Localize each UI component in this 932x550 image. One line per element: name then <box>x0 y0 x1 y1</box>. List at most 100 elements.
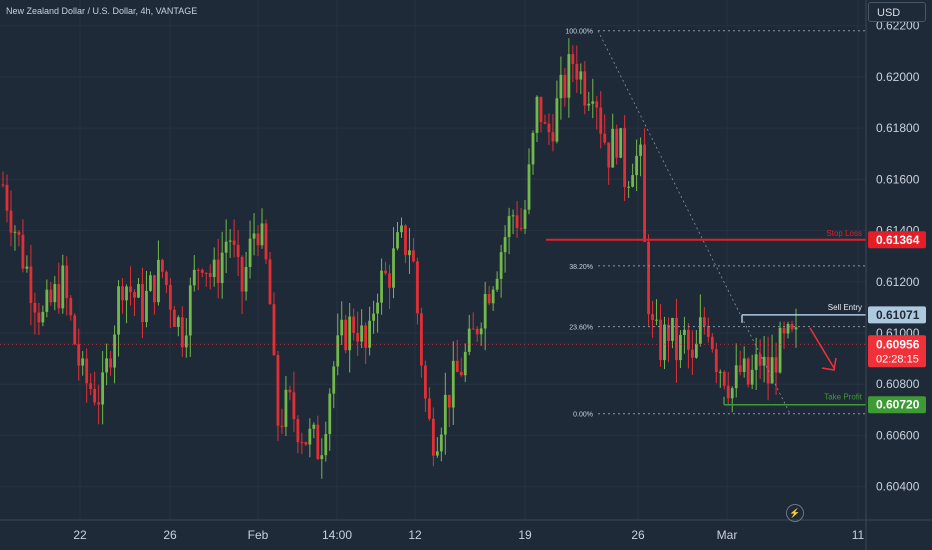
candle-body <box>710 336 714 350</box>
candle-body <box>416 261 419 314</box>
candle-body <box>507 216 511 238</box>
candle-body <box>348 316 352 351</box>
fib-level-label: 23.60% <box>569 325 593 332</box>
candle-body <box>519 227 523 229</box>
candle-body <box>25 266 29 269</box>
candle-body <box>714 349 718 373</box>
stop-loss-text: Stop Loss <box>826 229 862 238</box>
candle-body <box>288 389 292 393</box>
candle-body <box>643 144 646 242</box>
x-tick-label: 14:00 <box>322 528 352 542</box>
candle-body <box>13 231 17 233</box>
candle-body <box>563 74 567 98</box>
currency-button[interactable]: USD <box>868 2 926 22</box>
candle-body <box>567 54 571 98</box>
candle-body <box>551 132 555 142</box>
candle-body <box>85 358 89 384</box>
candle-body <box>276 355 280 426</box>
candle-body <box>372 313 375 321</box>
candle-body <box>101 372 105 405</box>
candle-body <box>706 325 710 337</box>
candle-body <box>157 259 160 303</box>
y-tick-label: 0.61200 <box>876 275 920 289</box>
candle-body <box>256 233 260 246</box>
candle-body <box>770 357 774 384</box>
candle-body <box>467 328 471 352</box>
candle-body <box>726 385 730 399</box>
candle-body <box>627 186 631 188</box>
candle-body <box>396 232 399 249</box>
candle-body <box>746 358 750 385</box>
stop-loss-price: 0.61364 <box>876 233 920 247</box>
candle-body <box>49 289 53 303</box>
candle-body <box>5 184 9 211</box>
candle-body <box>172 309 176 327</box>
x-tick-label: 26 <box>631 528 645 542</box>
candle-body <box>356 332 360 342</box>
candle-body <box>41 311 45 323</box>
candle-body <box>332 366 336 394</box>
lightning-icon[interactable]: ⚡ <box>786 504 804 522</box>
candle-body <box>9 210 13 233</box>
candle-body <box>547 123 551 133</box>
candle-body <box>583 71 587 106</box>
sell-entry-price-bg <box>868 306 926 324</box>
candle-body <box>149 275 152 291</box>
candle-body <box>296 419 300 443</box>
y-tick-label: 0.62200 <box>876 19 920 33</box>
x-tick-label: Feb <box>248 528 269 542</box>
candle-body <box>408 250 411 256</box>
projection-arrow-line <box>809 327 835 369</box>
candle-body <box>192 269 196 286</box>
candle-body <box>216 259 220 283</box>
candle-body <box>487 294 491 304</box>
candle-body <box>304 442 308 445</box>
candle-body <box>21 234 25 269</box>
countdown-label: 02:28:15 <box>876 353 919 365</box>
candle-body <box>679 334 682 361</box>
candle-body <box>734 365 738 389</box>
take-profit-price-bg <box>868 396 926 414</box>
candle-body <box>619 128 623 158</box>
price-axis[interactable]: 0.622000.620000.618000.616000.614000.612… <box>868 19 926 494</box>
candle-body <box>754 354 758 370</box>
time-axis[interactable]: 22 26 Feb 14:00 12 19 26 Mar 11 <box>73 528 864 542</box>
candle-body <box>37 312 41 323</box>
candle-body <box>224 241 228 253</box>
fib-level-label: 100.00% <box>565 29 593 36</box>
candle-body <box>443 394 447 435</box>
candle-body <box>29 266 33 303</box>
candle-body <box>571 54 575 64</box>
candle-body <box>280 425 284 427</box>
candle-body <box>196 269 200 271</box>
candle-body <box>121 286 124 301</box>
candle-body <box>667 324 670 341</box>
candle-body <box>698 317 702 344</box>
candle-body <box>212 259 216 277</box>
candle-body <box>663 324 666 361</box>
candle-body <box>404 225 407 256</box>
candle-body <box>479 328 483 335</box>
candle-body <box>762 356 766 366</box>
candle-body <box>647 241 650 315</box>
candle-body <box>137 284 140 298</box>
candle-body <box>694 343 698 358</box>
y-tick-label: 0.61800 <box>876 121 920 135</box>
candle-body <box>125 286 128 301</box>
candle-body <box>766 356 770 384</box>
candle-body <box>435 451 439 456</box>
candle-body <box>511 215 515 217</box>
candle-body <box>141 284 144 322</box>
candle-body <box>360 325 364 342</box>
candle-body <box>364 325 368 348</box>
candle-body <box>53 284 57 303</box>
candle-body <box>690 349 694 358</box>
candles <box>1 38 798 479</box>
candle-body <box>778 327 782 373</box>
candle-body <box>188 285 192 336</box>
candle-body <box>794 327 798 330</box>
take-profit-price: 0.60720 <box>876 398 920 412</box>
candle-body <box>427 398 431 419</box>
